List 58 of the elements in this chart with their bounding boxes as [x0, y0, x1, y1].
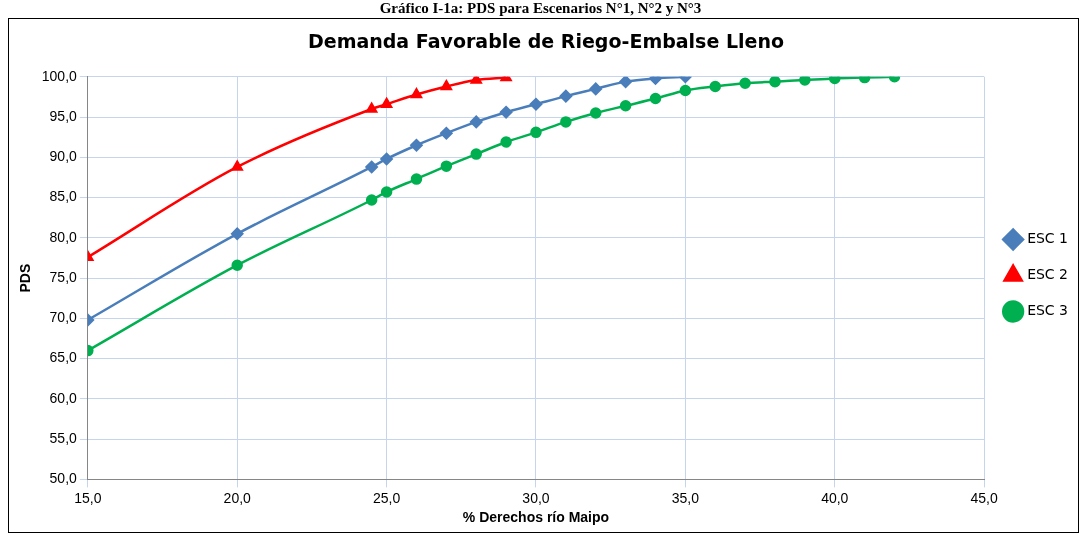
y-tick-label: 80,0: [49, 228, 78, 245]
point: [619, 100, 632, 112]
point: [440, 80, 452, 91]
point: [380, 186, 393, 198]
y-tick-label: 100,0: [41, 67, 78, 84]
y-tick-label: 85,0: [49, 188, 78, 205]
point: [366, 102, 378, 113]
point: [589, 82, 602, 96]
point: [499, 105, 513, 119]
point: [440, 126, 453, 140]
point: [559, 89, 573, 103]
x-tick-label: 25,0: [372, 489, 401, 506]
y-tick-label: 70,0: [49, 309, 78, 326]
point: [230, 227, 244, 241]
point: [529, 97, 543, 111]
point: [380, 152, 393, 166]
x-tick-label: 45,0: [970, 489, 998, 506]
x-tick-label: 20,0: [223, 489, 252, 506]
point: [410, 138, 423, 152]
point: [470, 148, 482, 160]
point: [410, 173, 423, 185]
point: [589, 107, 602, 119]
point: [365, 194, 378, 206]
point: [530, 126, 542, 139]
point: [469, 115, 483, 129]
legend-label: ESC 3: [1027, 302, 1069, 319]
x-tick-label: 40,0: [821, 489, 849, 506]
point: [619, 76, 632, 88]
y-tick-label: 90,0: [49, 148, 78, 165]
legend-label: ESC 1: [1027, 230, 1069, 247]
point: [410, 88, 423, 99]
point: [365, 160, 378, 174]
point: [231, 160, 243, 171]
y-tick-label: 55,0: [49, 430, 78, 446]
point: [500, 136, 512, 148]
y-tick-label: 60,0: [49, 389, 78, 406]
point: [679, 84, 692, 97]
y-tick-label: 50,0: [49, 470, 78, 487]
point: [709, 80, 721, 93]
point: [649, 92, 662, 105]
x-axis-title: % Derechos río Maipo: [462, 509, 610, 526]
y-axis-title: PDS: [17, 263, 34, 293]
point: [381, 97, 393, 108]
point: [769, 76, 781, 88]
x-tick-label: 30,0: [522, 489, 550, 506]
x-tick-label: 35,0: [671, 489, 700, 506]
point: [560, 116, 572, 128]
point: [231, 259, 243, 271]
y-tick-label: 65,0: [49, 349, 78, 366]
point: [739, 77, 751, 89]
y-tick-label: 75,0: [49, 268, 78, 285]
text: Gráfico I-1a: PDS para Escenarios N°1, N°2 y N°3: [378, 0, 703, 17]
legend-label: ESC 2: [1027, 266, 1069, 283]
y-tick-label: 95,0: [49, 107, 78, 124]
point: [440, 160, 453, 172]
chart-title: Demanda Favorable de Riego-Embalse Lleno: [307, 30, 785, 53]
point: [799, 76, 811, 86]
x-tick-label: 15,0: [74, 489, 102, 506]
